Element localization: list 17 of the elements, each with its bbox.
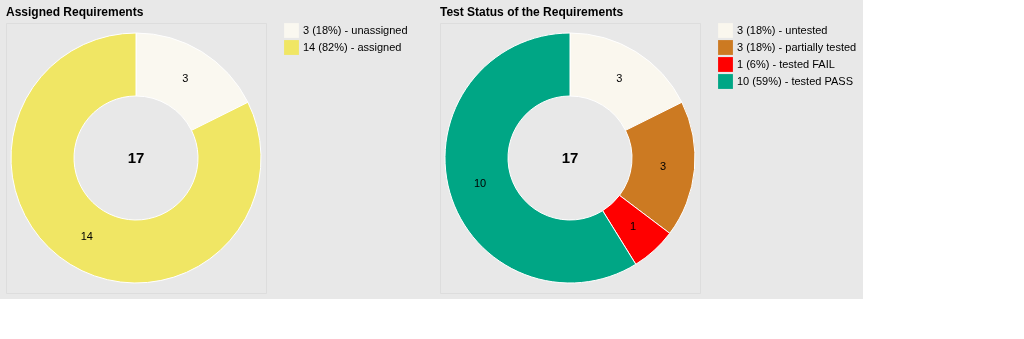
legend-label: 3 (18%) - unassigned <box>303 23 408 36</box>
data-label: 14 <box>80 230 93 243</box>
data-label: 3 <box>660 159 667 172</box>
chart-title: Test Status of the Requirements <box>440 5 624 19</box>
legend-label: 1 (6%) - tested FAIL <box>737 57 835 70</box>
text: 17 <box>561 149 579 166</box>
data-label: 1 <box>629 220 637 233</box>
data-label: 3 <box>616 71 623 84</box>
legend-label: 14 (82%) - assigned <box>303 40 402 53</box>
chart-title: Assigned Requirements <box>6 5 144 19</box>
donut-slice <box>10 32 262 284</box>
data-label: 10 <box>473 176 487 189</box>
text: 17 <box>127 149 145 166</box>
legend-label: 3 (18%) - untested <box>737 23 828 36</box>
legend-label: 10 (59%) - tested PASS <box>737 74 853 87</box>
legend-label: 3 (18%) - partially tested <box>737 40 857 53</box>
data-label: 3 <box>182 71 189 84</box>
